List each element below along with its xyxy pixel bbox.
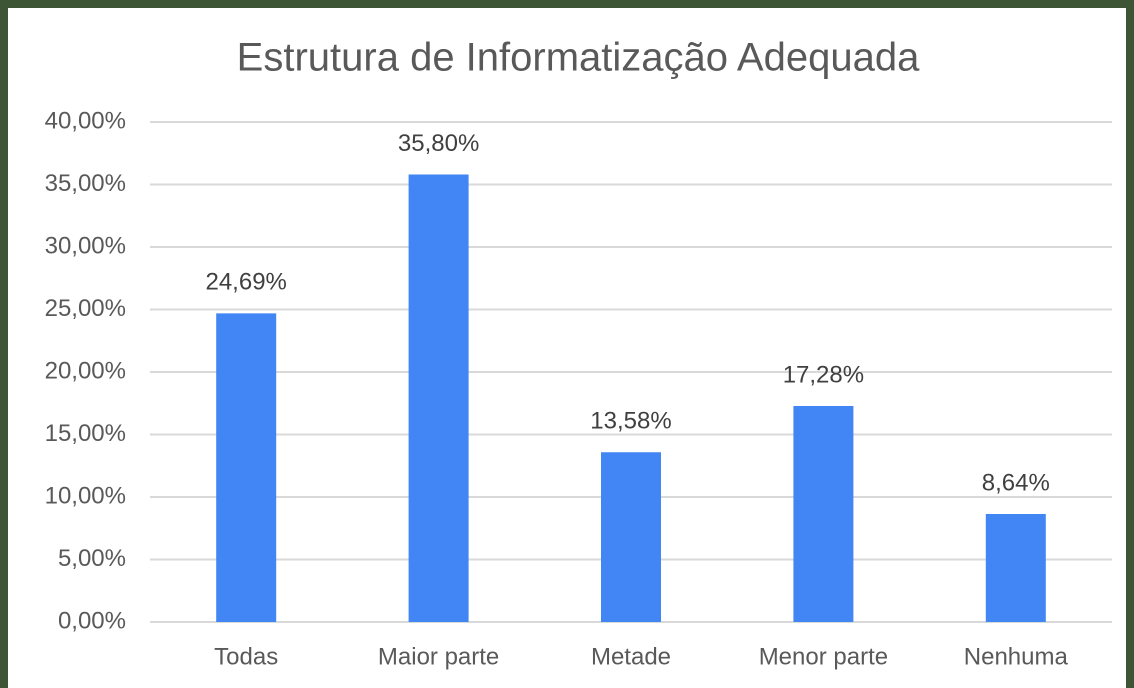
data-label: 24,69%	[205, 269, 286, 296]
x-tick-label: Maior parte	[378, 643, 499, 670]
y-tick-label: 0,00%	[58, 607, 126, 634]
x-tick-label: Menor parte	[759, 643, 888, 670]
bar	[793, 406, 854, 622]
y-tick-label: 10,00%	[45, 482, 126, 509]
y-tick-label: 40,00%	[45, 107, 126, 134]
data-label: 35,80%	[398, 130, 479, 157]
bar	[408, 174, 469, 622]
y-tick-label: 5,00%	[58, 545, 126, 572]
x-tick-label: Todas	[214, 643, 278, 670]
y-tick-label: 20,00%	[45, 357, 126, 384]
bar	[985, 514, 1046, 622]
data-label: 13,58%	[590, 408, 671, 435]
data-label: 8,64%	[982, 469, 1050, 496]
chart-background	[8, 8, 1126, 688]
y-tick-label: 15,00%	[45, 420, 126, 447]
x-tick-label: Nenhuma	[964, 643, 1069, 670]
chart-title: Estrutura de Informatização Adequada	[237, 36, 920, 80]
bar	[601, 452, 661, 622]
y-tick-label: 25,00%	[45, 295, 126, 322]
bar	[216, 313, 277, 622]
data-label: 17,28%	[783, 361, 864, 388]
y-tick-label: 30,00%	[45, 232, 126, 259]
y-tick-label: 35,00%	[45, 170, 126, 197]
x-tick-label: Metade	[591, 643, 671, 670]
